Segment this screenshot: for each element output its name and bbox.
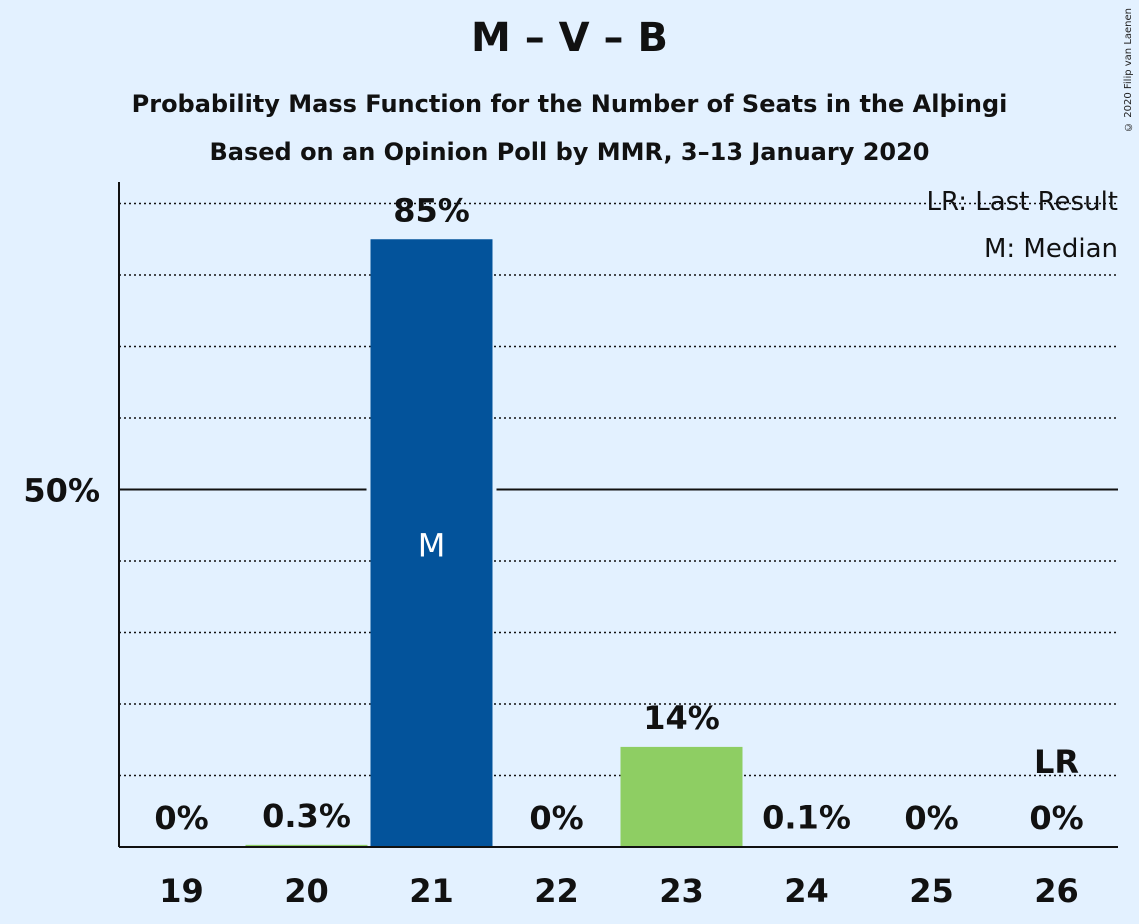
value-label-26: 0% — [1029, 799, 1083, 837]
x-tick-label-20: 20 — [284, 872, 329, 910]
gridline-gap — [492, 487, 497, 492]
x-tick-label-22: 22 — [534, 872, 579, 910]
value-label-20: 0.3% — [262, 797, 351, 835]
bar-labels: 0% 19 0.3% 20 85% 21 0% 22 14% 23 0.1% 24 0% 25 0% LR 26 — [154, 191, 1083, 910]
gridline-gap — [366, 487, 371, 492]
x-tick-label-19: 19 — [159, 872, 204, 910]
bar-21 — [370, 239, 493, 847]
x-tick-label-25: 25 — [909, 872, 954, 910]
x-tick-label-23: 23 — [659, 872, 704, 910]
chart-title: M – V – B — [471, 15, 668, 61]
axes: 50% — [23, 182, 1118, 848]
chart-source-line: Based on an Opinion Poll by MMR, 3–13 Ja… — [209, 138, 930, 166]
value-label-19: 0% — [154, 799, 208, 837]
bar-23 — [620, 746, 743, 847]
last-result-marker: LR — [1034, 743, 1079, 781]
x-tick-label-21: 21 — [409, 872, 454, 910]
value-label-22: 0% — [529, 799, 583, 837]
gridlines — [119, 202, 1118, 777]
bars: M — [245, 239, 868, 847]
legend-median: M: Median — [984, 234, 1118, 264]
value-label-21: 85% — [393, 191, 470, 229]
legend-last-result: LR: Last Result — [926, 187, 1118, 217]
bar-20 — [245, 844, 368, 847]
chart-subtitle: Probability Mass Function for the Number… — [131, 90, 1008, 118]
value-label-24: 0.1% — [762, 798, 851, 836]
value-label-25: 0% — [904, 799, 958, 837]
value-label-23: 14% — [643, 699, 720, 737]
x-tick-label-26: 26 — [1034, 872, 1079, 910]
x-tick-label-24: 24 — [784, 872, 829, 910]
median-marker: M — [418, 527, 446, 565]
y-tick-label-50: 50% — [23, 472, 100, 510]
